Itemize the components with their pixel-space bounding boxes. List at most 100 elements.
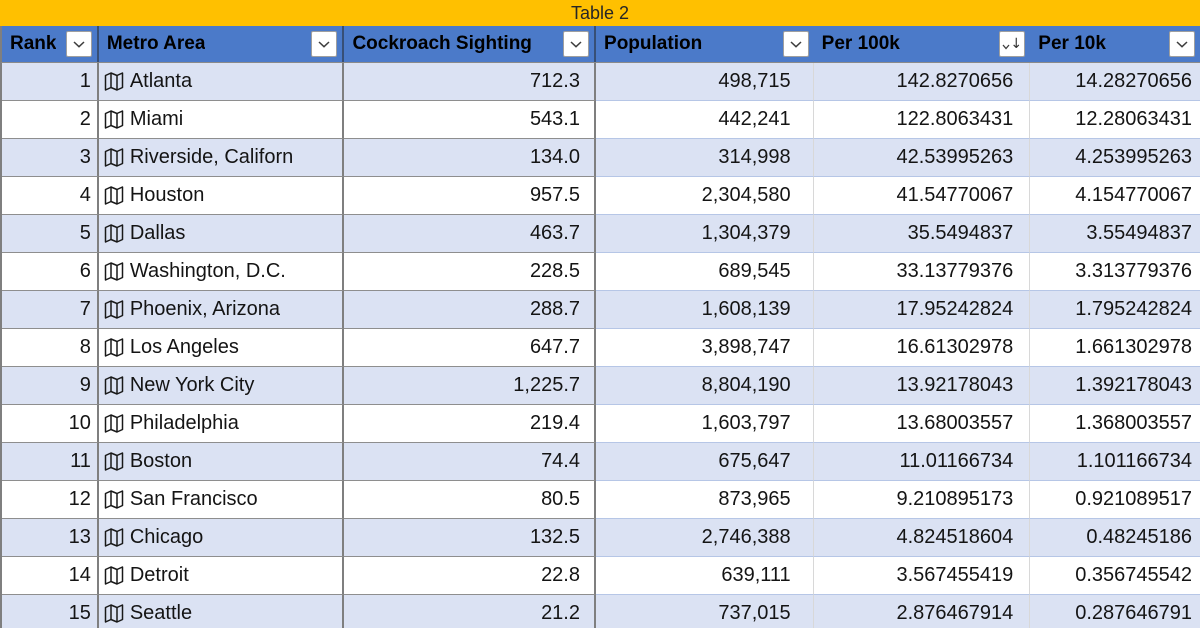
map-icon[interactable]	[104, 261, 124, 282]
cell-population[interactable]: 639,111	[596, 557, 814, 595]
column-header-metro[interactable]: Metro Area	[99, 26, 345, 62]
cell-per10k[interactable]: 12.28063431	[1030, 101, 1200, 139]
cell-per10k[interactable]: 1.368003557	[1030, 405, 1200, 443]
cell-per10k[interactable]: 14.28270656	[1030, 63, 1200, 101]
cell-metro[interactable]: Philadelphia	[98, 405, 345, 443]
filter-button-metro[interactable]	[311, 31, 338, 57]
map-icon[interactable]	[104, 489, 124, 510]
map-icon[interactable]	[104, 413, 124, 434]
cell-metro[interactable]: San Francisco	[98, 481, 345, 519]
cell-rank[interactable]: 5	[2, 215, 99, 253]
map-icon[interactable]	[104, 185, 124, 206]
cell-metro[interactable]: New York City	[98, 367, 345, 405]
filter-button-rank[interactable]	[65, 31, 92, 57]
cell-per100k[interactable]: 33.13779376	[813, 253, 1031, 291]
map-icon[interactable]	[104, 375, 124, 396]
cell-per10k[interactable]: 3.55494837	[1030, 215, 1200, 253]
cell-population[interactable]: 2,746,388	[596, 519, 814, 557]
cell-metro[interactable]: Washington, D.C.	[98, 253, 345, 291]
cell-sightings[interactable]: 957.5	[344, 177, 596, 215]
map-icon[interactable]	[104, 147, 124, 168]
column-header-per10k[interactable]: Per 10k	[1030, 26, 1200, 62]
cell-rank[interactable]: 3	[2, 139, 99, 177]
cell-population[interactable]: 873,965	[596, 481, 814, 519]
map-icon[interactable]	[104, 527, 124, 548]
map-icon[interactable]	[104, 451, 124, 472]
cell-sightings[interactable]: 132.5	[344, 519, 596, 557]
cell-per10k[interactable]: 1.392178043	[1030, 367, 1200, 405]
cell-rank[interactable]: 7	[2, 291, 99, 329]
cell-metro[interactable]: Chicago	[98, 519, 345, 557]
cell-rank[interactable]: 6	[2, 253, 99, 291]
cell-population[interactable]: 1,304,379	[596, 215, 814, 253]
column-header-sightings[interactable]: Cockroach Sighting	[344, 26, 597, 62]
filter-button-per100k[interactable]: ↓	[999, 31, 1026, 57]
cell-per100k[interactable]: 122.8063431	[813, 101, 1031, 139]
cell-sightings[interactable]: 134.0	[344, 139, 596, 177]
cell-per10k[interactable]: 0.48245186	[1030, 519, 1200, 557]
cell-metro[interactable]: Dallas	[98, 215, 345, 253]
cell-per10k[interactable]: 0.287646791	[1030, 595, 1200, 628]
cell-per10k[interactable]: 3.313779376	[1030, 253, 1200, 291]
cell-per100k[interactable]: 2.876467914	[813, 595, 1031, 628]
column-header-per100k[interactable]: Per 100k ↓	[814, 26, 1031, 62]
map-icon[interactable]	[104, 71, 124, 92]
cell-population[interactable]: 442,241	[596, 101, 814, 139]
cell-population[interactable]: 1,608,139	[596, 291, 814, 329]
cell-per100k[interactable]: 16.61302978	[813, 329, 1031, 367]
cell-metro[interactable]: Boston	[98, 443, 345, 481]
cell-metro[interactable]: Phoenix, Arizona	[98, 291, 345, 329]
cell-per100k[interactable]: 42.53995263	[813, 139, 1031, 177]
cell-per100k[interactable]: 13.92178043	[813, 367, 1031, 405]
table-title-cell[interactable]: Table 2	[0, 0, 1200, 26]
cell-metro[interactable]: Riverside, Californ	[98, 139, 345, 177]
cell-population[interactable]: 737,015	[596, 595, 814, 628]
column-header-rank[interactable]: Rank	[2, 26, 99, 62]
map-icon[interactable]	[104, 603, 124, 624]
cell-per10k[interactable]: 1.101166734	[1030, 443, 1200, 481]
cell-per100k[interactable]: 13.68003557	[813, 405, 1031, 443]
cell-sightings[interactable]: 22.8	[344, 557, 596, 595]
cell-sightings[interactable]: 74.4	[344, 443, 596, 481]
cell-population[interactable]: 1,603,797	[596, 405, 814, 443]
cell-metro[interactable]: Atlanta	[98, 63, 345, 101]
cell-rank[interactable]: 12	[2, 481, 99, 519]
cell-rank[interactable]: 2	[2, 101, 99, 139]
cell-per100k[interactable]: 142.8270656	[813, 63, 1031, 101]
cell-rank[interactable]: 1	[2, 63, 99, 101]
column-header-population[interactable]: Population	[596, 26, 814, 62]
cell-population[interactable]: 314,998	[596, 139, 814, 177]
cell-population[interactable]: 8,804,190	[596, 367, 814, 405]
filter-button-sightings[interactable]	[563, 31, 590, 57]
cell-sightings[interactable]: 543.1	[344, 101, 596, 139]
cell-per100k[interactable]: 3.567455419	[813, 557, 1031, 595]
cell-rank[interactable]: 14	[2, 557, 99, 595]
cell-per10k[interactable]: 1.795242824	[1030, 291, 1200, 329]
cell-rank[interactable]: 10	[2, 405, 99, 443]
cell-sightings[interactable]: 647.7	[344, 329, 596, 367]
cell-sightings[interactable]: 228.5	[344, 253, 596, 291]
cell-metro[interactable]: Los Angeles	[98, 329, 345, 367]
cell-sightings[interactable]: 21.2	[344, 595, 596, 628]
cell-population[interactable]: 3,898,747	[596, 329, 814, 367]
cell-per10k[interactable]: 1.661302978	[1030, 329, 1200, 367]
cell-metro[interactable]: Seattle	[98, 595, 345, 628]
cell-metro[interactable]: Houston	[98, 177, 345, 215]
cell-sightings[interactable]: 712.3	[344, 63, 596, 101]
cell-sightings[interactable]: 463.7	[344, 215, 596, 253]
cell-per10k[interactable]: 0.356745542	[1030, 557, 1200, 595]
cell-metro[interactable]: Detroit	[98, 557, 345, 595]
cell-rank[interactable]: 11	[2, 443, 99, 481]
cell-per100k[interactable]: 41.54770067	[813, 177, 1031, 215]
cell-sightings[interactable]: 80.5	[344, 481, 596, 519]
cell-rank[interactable]: 13	[2, 519, 99, 557]
cell-population[interactable]: 689,545	[596, 253, 814, 291]
map-icon[interactable]	[104, 337, 124, 358]
cell-per100k[interactable]: 11.01166734	[813, 443, 1031, 481]
cell-sightings[interactable]: 219.4	[344, 405, 596, 443]
cell-sightings[interactable]: 288.7	[344, 291, 596, 329]
cell-per100k[interactable]: 35.5494837	[813, 215, 1031, 253]
cell-sightings[interactable]: 1,225.7	[344, 367, 596, 405]
cell-population[interactable]: 675,647	[596, 443, 814, 481]
map-icon[interactable]	[104, 299, 124, 320]
